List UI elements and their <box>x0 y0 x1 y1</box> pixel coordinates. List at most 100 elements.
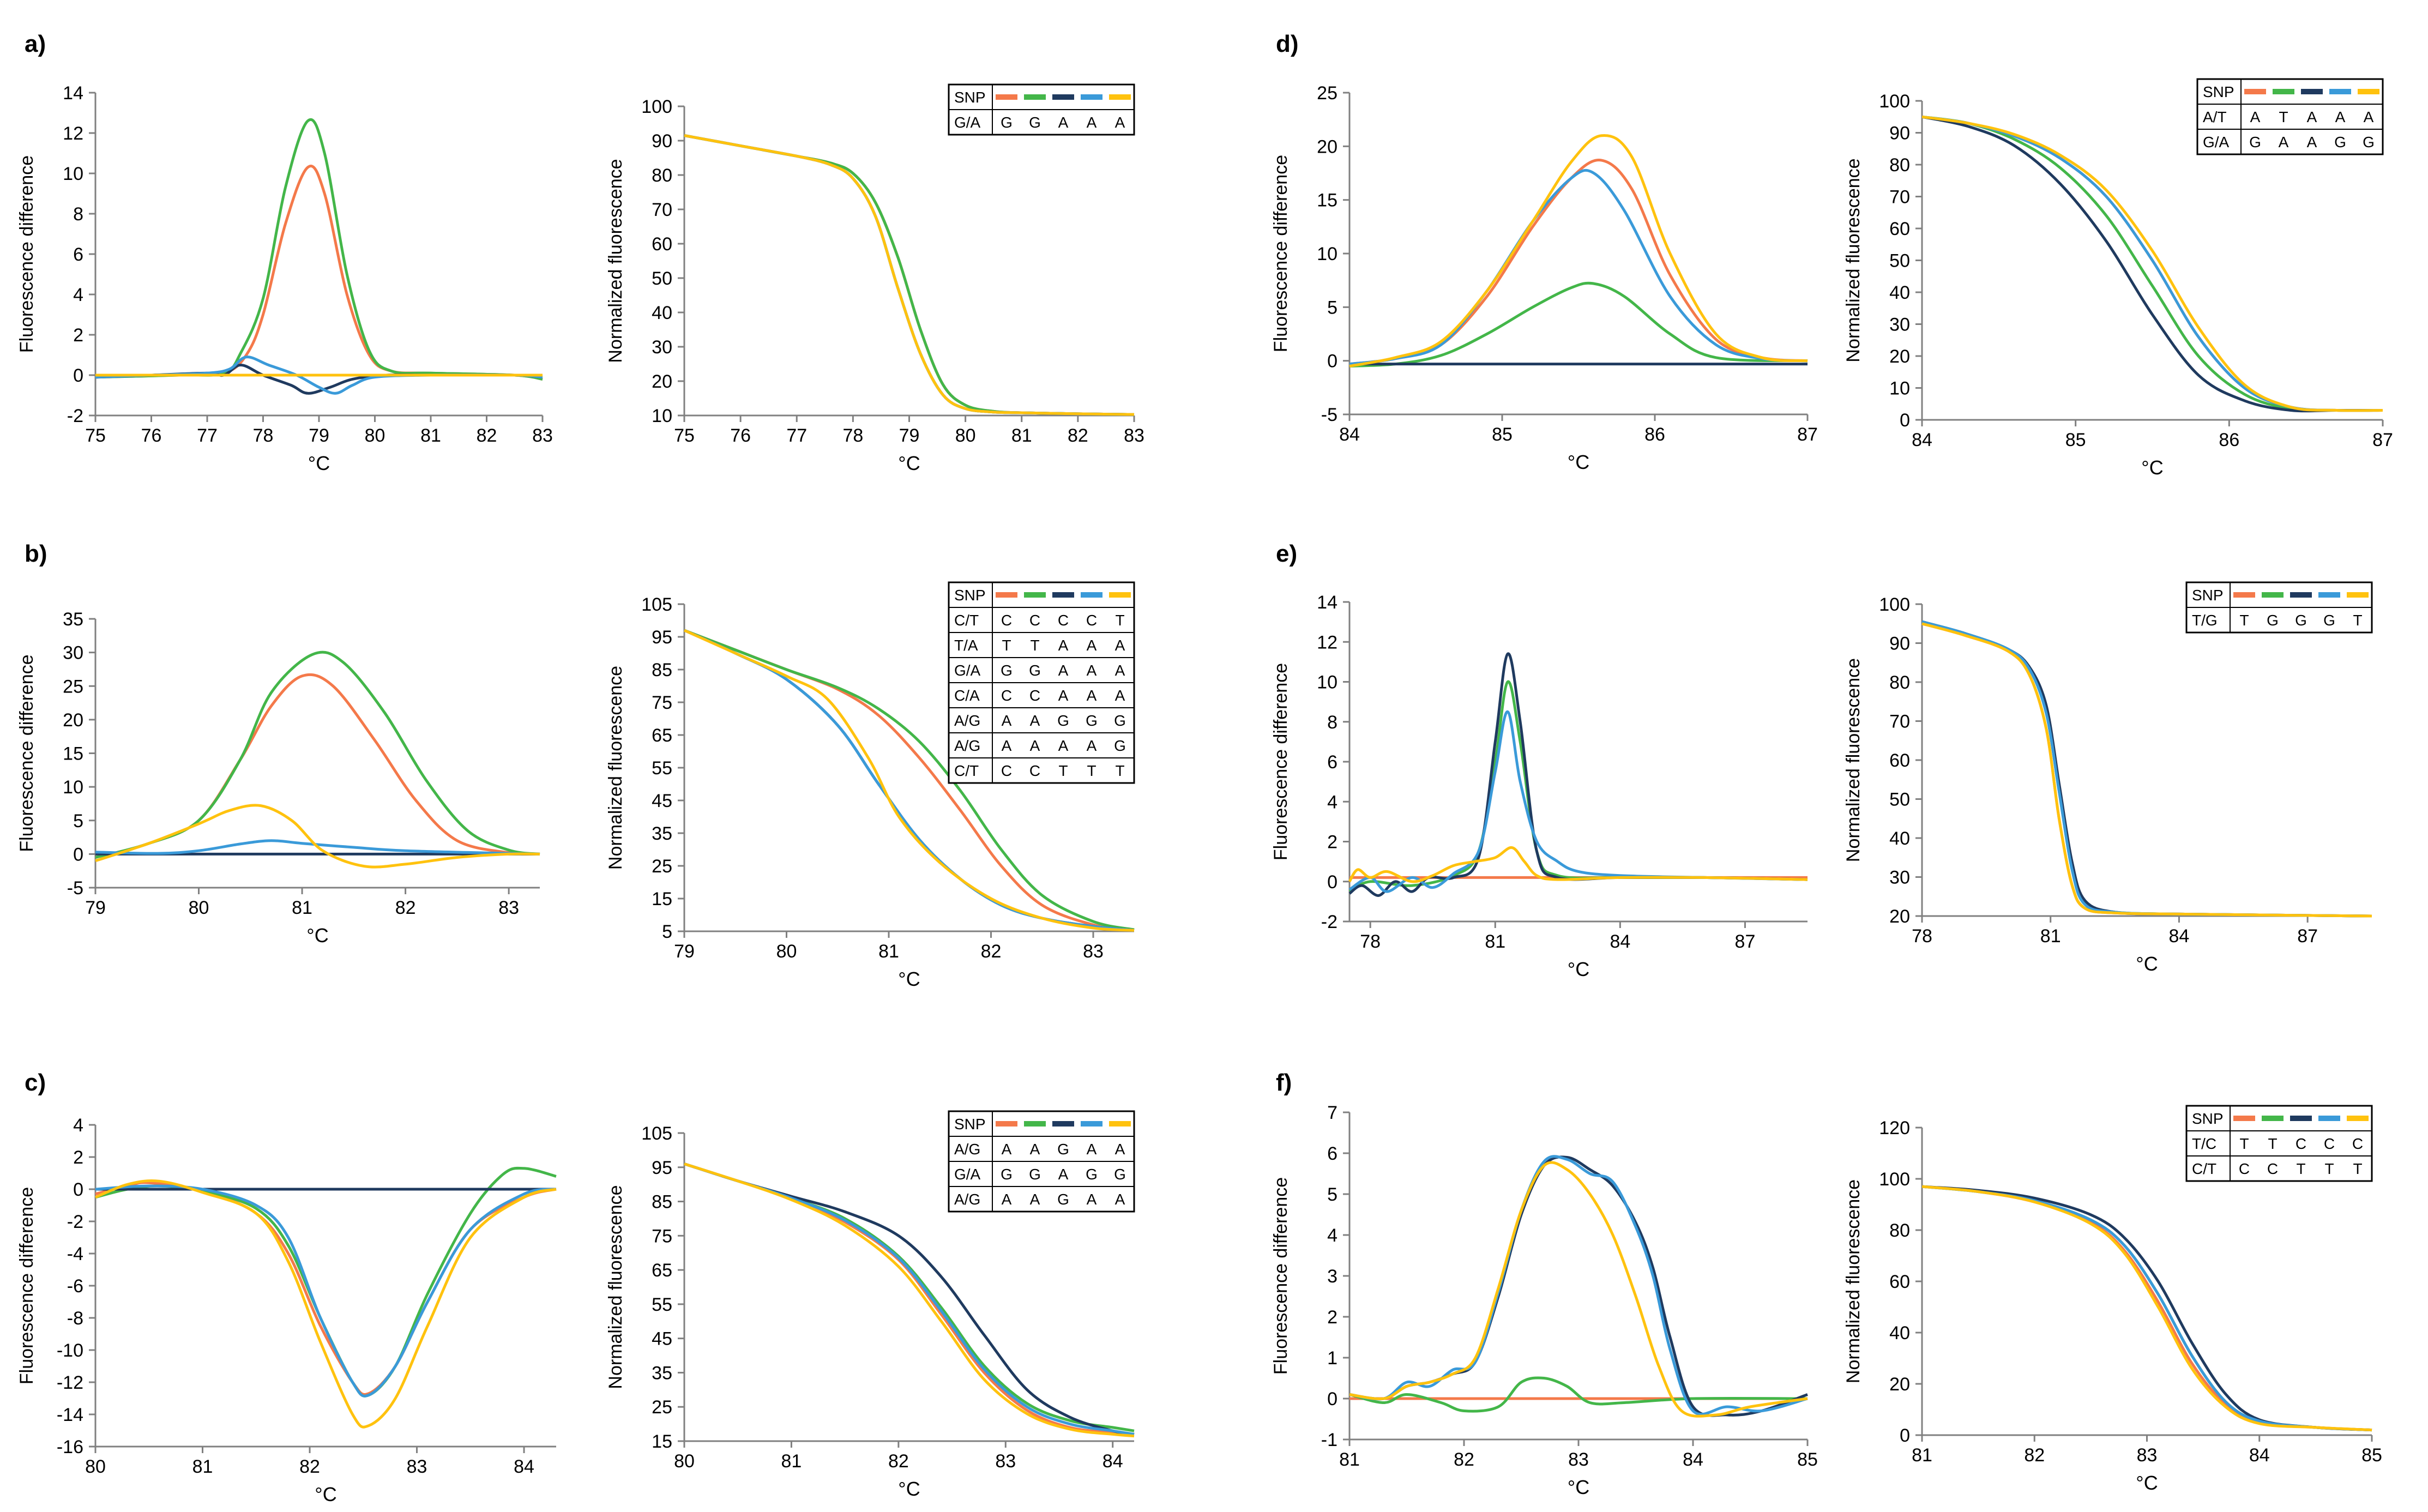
legend-allele: A <box>2250 109 2261 125</box>
y-tick-label: -2 <box>67 406 83 426</box>
y-tick-label: 15 <box>652 1431 672 1452</box>
y-tick-label: 90 <box>1889 123 1910 144</box>
legend-snp: A/G <box>954 1141 980 1158</box>
legend-swatch-green <box>2273 89 2294 94</box>
legend-allele: A <box>1115 687 1125 704</box>
y-tick-label: 0 <box>1900 410 1910 431</box>
legend-allele: G <box>1057 712 1069 729</box>
legend-allele: A <box>1115 114 1125 131</box>
legend-allele: C <box>1029 612 1040 629</box>
legend-allele: C <box>2239 1160 2250 1177</box>
legend-allele: T <box>2353 612 2362 629</box>
legend-swatch-blue <box>1081 94 1102 100</box>
y-tick-label: -16 <box>57 1437 83 1457</box>
series-line-green <box>95 650 540 859</box>
y-axis-label: Normalized fluorescence <box>605 1185 626 1389</box>
y-tick-label: 70 <box>1889 712 1910 732</box>
y-tick-label: 10 <box>1317 672 1337 693</box>
legend-header: SNP <box>2192 1110 2224 1127</box>
legend-allele: T <box>2353 1160 2362 1177</box>
x-tick-label: 84 <box>1610 931 1630 952</box>
series-line-orange <box>95 673 540 859</box>
series-line-blue <box>1349 1155 1808 1416</box>
legend-allele: C <box>2324 1135 2335 1152</box>
x-tick-label: 81 <box>2040 926 2061 947</box>
series-line-orange <box>684 134 1135 416</box>
x-tick-label: 87 <box>1735 931 1756 952</box>
y-tick-label: 80 <box>652 165 672 186</box>
legend-allele: G <box>1114 712 1126 729</box>
y-tick-label: 90 <box>652 131 672 152</box>
series-line-green <box>684 629 1135 931</box>
legend-allele: C <box>1001 762 1012 779</box>
legend-snp: G/A <box>2203 134 2230 150</box>
chart-panel-6: 15 25 35 45 55 65 75 85 95 105 80 81 82 83 84 °C Normali… <box>605 1110 1135 1500</box>
legend-allele: A <box>2364 109 2374 125</box>
x-tick-label: 87 <box>2372 430 2393 450</box>
legend-allele: A <box>1058 114 1069 131</box>
chart-panel-10: 20 30 40 50 60 70 80 90 100 78 81 84 87 °C Normalized … <box>1843 581 2373 975</box>
y-tick-label: 30 <box>1889 868 1910 888</box>
chart-panel-7: d) -5 0 5 10 15 20 25 84 85 86 87 °C Fluorescence dif… <box>1270 31 1818 473</box>
x-tick-label: 83 <box>1124 425 1144 446</box>
legend-allele: A <box>1087 687 1097 704</box>
legend-allele: A <box>1002 1191 1012 1208</box>
x-tick-label: 75 <box>674 425 695 446</box>
legend-allele: G <box>2295 612 2307 629</box>
legend-swatch-green <box>1024 1121 1046 1127</box>
y-tick-label: 4 <box>73 1115 83 1136</box>
legend-allele: A <box>1115 637 1125 654</box>
legend-snp: C/T <box>954 612 979 629</box>
series-line-green <box>1921 115 2383 412</box>
legend-allele: A <box>2307 134 2317 150</box>
x-tick-label: 82 <box>888 1451 909 1472</box>
x-tick-label: 82 <box>1068 425 1088 446</box>
legend-header: SNP <box>2192 587 2224 604</box>
legend-swatch-yellow <box>2358 89 2379 94</box>
legend-allele: T <box>1115 612 1124 629</box>
x-tick-label: 82 <box>1454 1449 1474 1470</box>
legend-allele: C <box>1029 687 1040 704</box>
series-line-navy <box>1921 620 2372 918</box>
legend-snp: G/A <box>954 662 981 679</box>
y-tick-label: 8 <box>1327 712 1337 733</box>
legend-snp: A/G <box>954 712 980 729</box>
y-tick-label: 30 <box>63 643 83 664</box>
chart-panel-3: b) -5 0 5 10 15 20 25 30 35 79 80 81 82 83 °C Fluorescen… <box>16 540 540 947</box>
legend-allele: A <box>1002 712 1012 729</box>
y-tick-label: 0 <box>1327 351 1337 372</box>
legend-swatch-navy <box>2290 592 2312 598</box>
chart-panel-11: f) -1 0 1 2 3 4 5 6 7 81 82 83 84 85 °C Fluorescence dif… <box>1270 1069 1818 1498</box>
y-axis-label: Normalized fluorescence <box>1843 158 1864 362</box>
legend-allele: C <box>2296 1135 2306 1152</box>
legend-allele: A <box>1115 1141 1125 1158</box>
x-axis-label: °C <box>2136 1472 2158 1494</box>
series-line-blue <box>1348 710 1808 893</box>
series-line-blue <box>95 839 540 856</box>
y-axis-label: Fluorescence difference <box>16 654 37 852</box>
x-tick-label: 83 <box>2137 1445 2158 1466</box>
legend-swatch-green <box>2262 592 2284 598</box>
legend-allele: A <box>1058 687 1069 704</box>
series-line-yellow <box>1921 1185 2372 1432</box>
series-line-yellow <box>683 629 1135 932</box>
x-tick-label: 81 <box>878 941 899 962</box>
legend-allele: G <box>1114 1166 1126 1183</box>
x-tick-label: 84 <box>1339 424 1360 445</box>
x-tick-label: 83 <box>1083 941 1104 962</box>
legend-allele: A <box>2279 134 2289 150</box>
series-line-navy <box>1921 1185 2372 1432</box>
x-tick-label: 78 <box>1360 931 1381 952</box>
series-line-yellow <box>95 804 540 869</box>
chart-panel-5: c) -16 -14 -12 -10 -8 -6 -4 -2 0 2 4 80 81 82 83 84 °C Flu… <box>16 1069 557 1505</box>
series-line-blue <box>1921 1185 2372 1432</box>
legend-allele: G <box>1001 662 1013 679</box>
y-tick-label: 35 <box>652 823 672 844</box>
legend-swatch-navy <box>1052 94 1074 100</box>
legend-allele: A <box>1058 737 1069 754</box>
panel-label: a) <box>25 31 46 57</box>
series-line-green <box>1348 680 1808 893</box>
x-tick-label: 77 <box>197 425 218 446</box>
panel-label: e) <box>1276 540 1297 567</box>
